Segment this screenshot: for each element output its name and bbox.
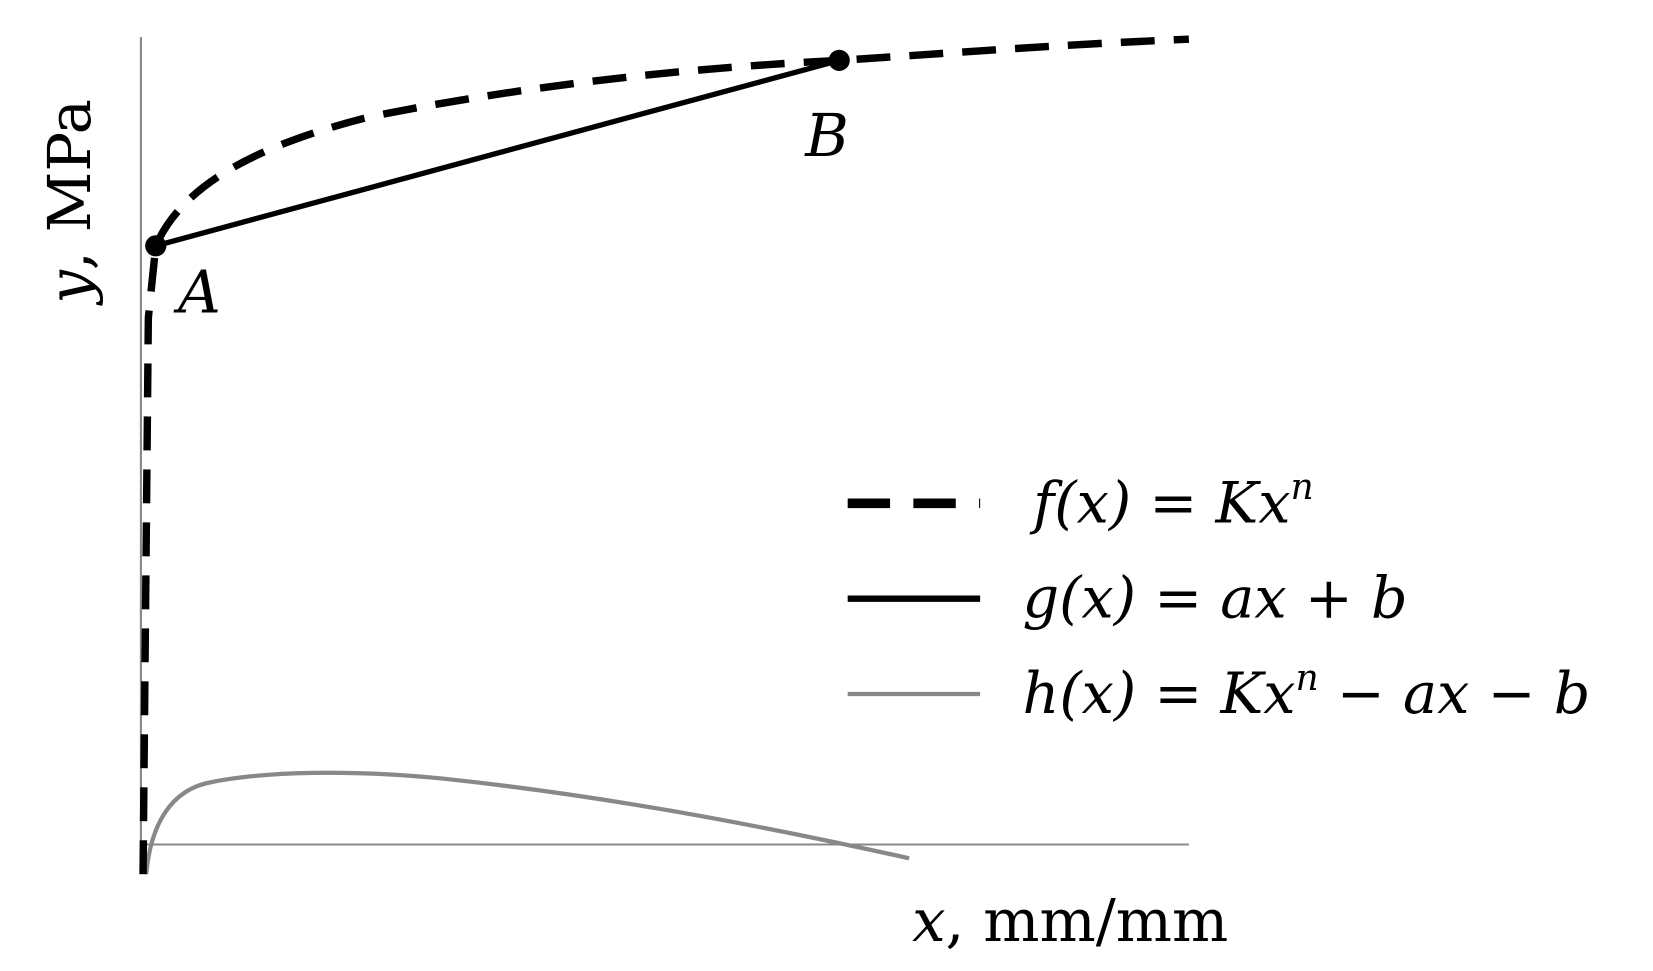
var: y bbox=[35, 269, 104, 307]
plot: A B x, mm/mm y, MPa f(x) = Kxn g(x) = ax… bbox=[35, 35, 1591, 955]
unit: , mm/mm bbox=[946, 886, 1229, 955]
legend-entry: f(x) = Kxn bbox=[1029, 467, 1314, 536]
legend-sup: n bbox=[1290, 467, 1313, 508]
f-curve bbox=[139, 35, 1190, 875]
h-curve bbox=[144, 770, 910, 875]
legend-tail: − ax − b bbox=[1319, 661, 1591, 727]
legend-text: f(x) = Kx bbox=[1029, 470, 1290, 536]
legend-entry: h(x) = Kxn − ax − b bbox=[1023, 658, 1591, 727]
point-a bbox=[145, 235, 167, 257]
y-axis-label: y, MPa bbox=[35, 99, 104, 307]
point-label: A bbox=[173, 258, 221, 327]
g-line bbox=[155, 57, 840, 249]
point-b bbox=[828, 49, 850, 71]
x-axis-label: x, mm/mm bbox=[912, 886, 1228, 955]
legend-text: h(x) = Kx bbox=[1023, 661, 1296, 727]
point-label: B bbox=[804, 101, 849, 170]
legend-entry: g(x) = ax + b bbox=[1023, 566, 1408, 632]
legend-sup: n bbox=[1296, 658, 1319, 699]
legend-text: g(x) = ax + b bbox=[1023, 566, 1408, 632]
var: x bbox=[912, 886, 945, 955]
unit: , MPa bbox=[35, 99, 104, 270]
